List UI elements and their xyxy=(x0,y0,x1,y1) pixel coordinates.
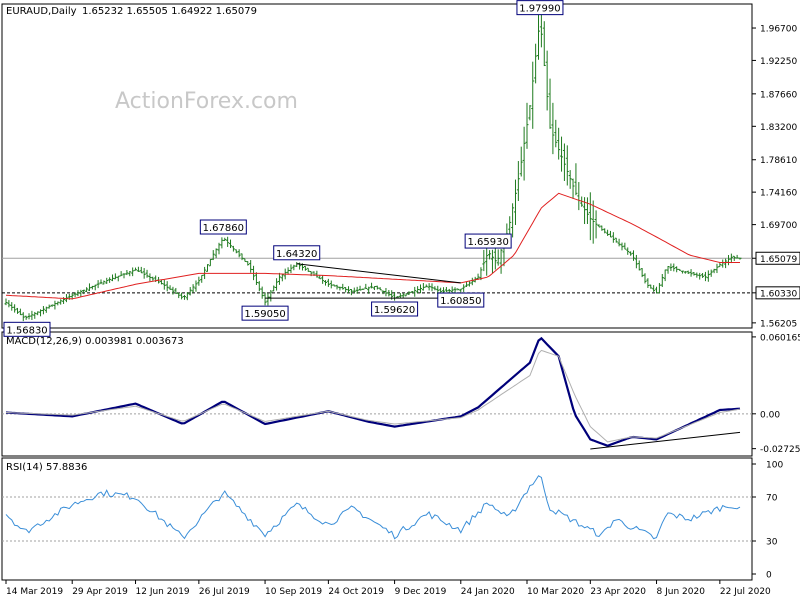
macd-title: MACD(12,26,9) 0.003981 0.003673 xyxy=(6,336,184,347)
price-y-tick-label: 1.74160 xyxy=(760,189,797,199)
callout-label: 1.59620 xyxy=(374,305,415,316)
callout-label: 1.59050 xyxy=(244,309,285,320)
price-callout: 1.56830 xyxy=(3,321,51,337)
x-tick-label: 26 Jul 2019 xyxy=(199,587,250,597)
callout-label: 1.56830 xyxy=(6,325,47,336)
callout-box xyxy=(199,219,247,235)
x-tick-label: 10 Sep 2019 xyxy=(265,587,322,597)
price-y-tick-label: 1.69700 xyxy=(760,221,797,231)
trendline-1 xyxy=(296,263,461,284)
symbol-title: EURAUD,Daily xyxy=(6,6,77,17)
price-level-tag xyxy=(755,286,800,300)
price-callout: 1.59050 xyxy=(241,305,289,321)
price-callout: 1.64320 xyxy=(273,245,321,261)
x-tick-label: 9 Dec 2019 xyxy=(395,587,447,597)
callout-box xyxy=(371,301,419,317)
rsi-line xyxy=(5,475,741,540)
callout-box xyxy=(273,245,321,261)
price-callout: 1.67860 xyxy=(199,219,247,235)
price-y-tick-label: 1.92250 xyxy=(760,57,797,67)
price-y-tick-label: 1.56205 xyxy=(760,319,797,329)
macd-y-tick-label: 0.00 xyxy=(760,410,780,420)
price-y-tick-label: 1.78610 xyxy=(760,156,797,166)
price-y-tick-label: 1.83200 xyxy=(760,123,797,133)
x-tick-label: 14 Mar 2019 xyxy=(6,587,63,597)
price-panel xyxy=(1,3,753,329)
callout-box xyxy=(437,292,485,308)
callout-label: 1.97990 xyxy=(519,4,560,15)
rsi-y-tick-label: 70 xyxy=(766,494,778,504)
x-tick-label: 24 Oct 2019 xyxy=(328,587,384,597)
rsi-y-tick-label: 30 xyxy=(766,538,778,548)
price-callout: 1.59620 xyxy=(371,301,419,317)
price-level-tag-label: 1.65079 xyxy=(760,255,797,265)
price-callout: 1.60850 xyxy=(437,292,485,308)
callout-label: 1.67860 xyxy=(203,223,244,234)
macd-y-tick-label: 0.060165 xyxy=(760,333,800,343)
x-tick-label: 10 Mar 2020 xyxy=(527,587,584,597)
price-y-tick-label: 1.87660 xyxy=(760,90,797,100)
x-tick-label: 12 Jun 2019 xyxy=(136,587,190,597)
callout-box xyxy=(3,321,51,337)
callout-label: 1.60850 xyxy=(440,296,481,307)
price-callout: 1.97990 xyxy=(516,0,564,16)
callout-label: 1.65930 xyxy=(467,237,508,248)
x-tick-label: 22 Jul 2020 xyxy=(720,587,771,597)
moving-average-line xyxy=(5,192,740,300)
callout-label: 1.64320 xyxy=(276,249,317,260)
x-tick-label: 29 Apr 2019 xyxy=(72,587,128,597)
rsi-y-tick-label: 0 xyxy=(766,571,772,581)
watermark-text: ActionForex.com xyxy=(115,89,298,114)
price-level-tag-label: 1.60330 xyxy=(760,289,797,299)
callout-box xyxy=(241,305,289,321)
x-tick-label: 23 Apr 2020 xyxy=(590,587,646,597)
price-callout: 1.65930 xyxy=(464,233,512,249)
macd-line xyxy=(5,336,741,447)
ohlc-readout: 1.65232 1.65505 1.64922 1.65079 xyxy=(82,6,257,17)
price-y-tick-label: 1.96700 xyxy=(760,25,797,35)
x-tick-label: 8 Jun 2020 xyxy=(657,587,706,597)
price-level-tag xyxy=(755,251,800,265)
macd-y-tick-label: -0.02725 xyxy=(760,445,800,455)
rsi-y-tick-label: 100 xyxy=(766,461,783,471)
rsi-title: RSI(14) 57.8836 xyxy=(6,462,87,473)
rsi-panel xyxy=(1,457,753,581)
x-tick-label: 24 Jan 2020 xyxy=(461,587,515,597)
callout-box xyxy=(464,233,512,249)
callout-box xyxy=(516,0,564,16)
macd-trendline xyxy=(590,431,741,450)
macd-signal-line xyxy=(5,349,741,443)
macd-panel xyxy=(1,331,753,457)
